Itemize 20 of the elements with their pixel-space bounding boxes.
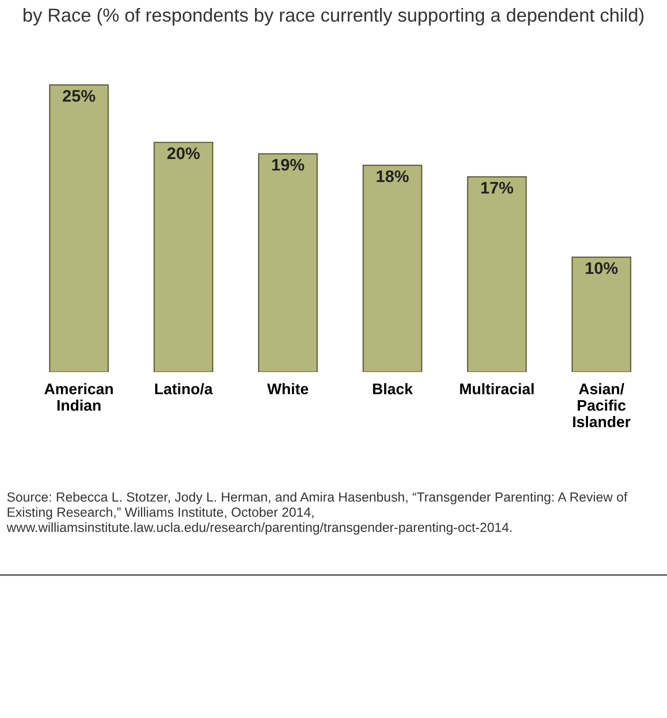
bar [258, 153, 318, 372]
data-label: 25% [62, 90, 96, 102]
x-tick-label: Black [373, 383, 413, 394]
x-tick-label: American Indian [44, 383, 113, 411]
data-label: 17% [481, 182, 514, 194]
x-tick-label: Asian/ Pacific Islander [573, 383, 630, 428]
bar [572, 256, 632, 372]
source-note: Source: Rebecca L. Stotzer, Jody L. Herman, and Amira Hasenbush, “Transgender Parenting: A Review of Existing Research,” Williams Institute, October 2014, www.williamsinstitute.law.ucla.edu/research/parenting/transgender-parenting-oct-2014. [6, 492, 628, 535]
bar [362, 164, 422, 372]
x-tick-label: White [267, 383, 308, 394]
bar [467, 176, 527, 372]
chart-title: by Race (% of respondents by race currently supporting a dependent child) [24, 8, 644, 26]
data-label: 19% [272, 158, 304, 171]
data-label: 20% [167, 147, 200, 160]
bar [154, 142, 214, 372]
data-label: 10% [586, 262, 618, 274]
bar [49, 84, 109, 372]
x-tick-label: Latino/a [155, 383, 213, 394]
x-tick-label: Multiracial [460, 383, 534, 394]
data-label: 18% [376, 170, 409, 182]
